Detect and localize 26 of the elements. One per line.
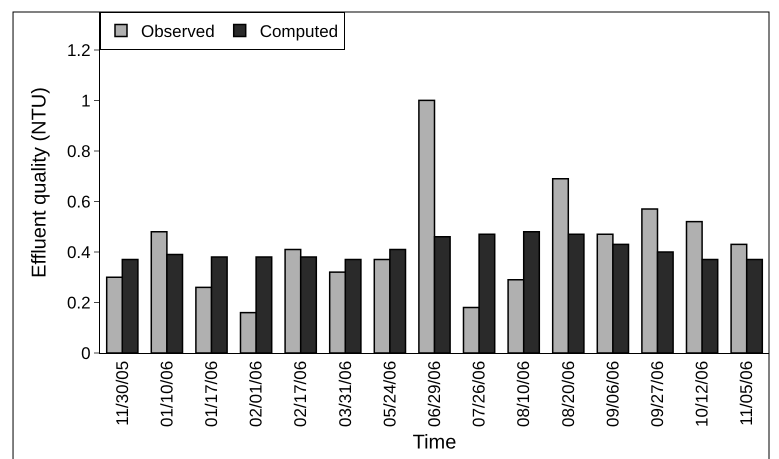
x-tick-label: 07/26/06 bbox=[470, 360, 489, 427]
x-tick-label: 09/27/06 bbox=[648, 360, 668, 427]
y-tick-label: 0.8 bbox=[66, 142, 91, 161]
legend-label: Observed bbox=[141, 22, 215, 42]
y-axis-title: Effluent quality (NTU) bbox=[28, 87, 50, 278]
x-tick-label: 11/05/06 bbox=[737, 360, 756, 426]
x-tick-label: 05/24/06 bbox=[380, 360, 400, 427]
x-tick-label: 03/31/06 bbox=[336, 360, 355, 427]
x-tick-label: 11/30/05 bbox=[112, 360, 132, 426]
x-tick-label: 01/10/06 bbox=[157, 360, 176, 427]
x-tick-label: 08/10/06 bbox=[514, 360, 534, 427]
x-axis-title: Time bbox=[412, 431, 456, 454]
y-tick-label: 0 bbox=[81, 344, 91, 363]
x-tick-label: 02/17/06 bbox=[291, 360, 310, 427]
x-tick-label: 01/17/06 bbox=[202, 360, 222, 427]
x-tick-label: 02/01/06 bbox=[246, 360, 266, 427]
y-tick-label: 0.6 bbox=[66, 192, 91, 212]
y-tick-label: 1 bbox=[81, 91, 91, 110]
x-tick-label: 10/12/06 bbox=[692, 360, 712, 427]
y-tick-label: 0.2 bbox=[66, 293, 91, 312]
legend-label: Computed bbox=[260, 22, 338, 42]
x-tick-label: 09/06/06 bbox=[603, 360, 622, 427]
x-tick-label: 08/20/06 bbox=[558, 360, 578, 427]
y-tick-label: 1.2 bbox=[66, 40, 91, 60]
y-tick-label: 0.4 bbox=[66, 242, 91, 262]
x-tick-label: 06/29/06 bbox=[425, 360, 444, 427]
